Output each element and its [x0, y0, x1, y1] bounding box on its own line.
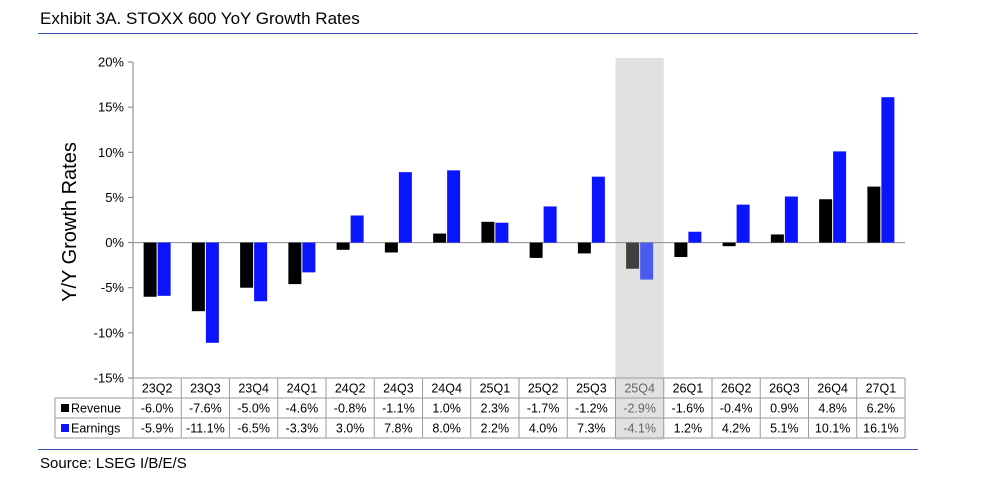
data-label-earnings: 4.2% [722, 422, 751, 436]
revenue-bar-24Q3 [384, 242, 398, 253]
x-tick-label: 23Q4 [238, 382, 269, 396]
data-label-earnings: 3.0% [336, 422, 365, 436]
data-label-revenue: -1.2% [575, 402, 608, 416]
revenue-bar-25Q4 [626, 242, 640, 269]
earnings-bar-26Q1 [688, 231, 702, 243]
data-label-earnings: -4.1% [623, 422, 656, 436]
earnings-bar-26Q4 [833, 151, 847, 243]
data-label-revenue: -1.7% [527, 402, 560, 416]
revenue-bar-23Q3 [191, 242, 205, 312]
revenue-bar-25Q3 [577, 242, 591, 254]
revenue-bar-26Q3 [770, 234, 784, 243]
data-label-earnings: 4.0% [529, 422, 558, 436]
data-label-earnings: 7.3% [577, 422, 606, 436]
x-tick-label: 25Q2 [528, 382, 559, 396]
data-label-revenue: 1.0% [432, 402, 461, 416]
y-tick-label: -5% [101, 280, 125, 295]
y-tick-label: -10% [94, 325, 125, 340]
earnings-bar-25Q2 [543, 206, 557, 243]
highlight-band [615, 58, 664, 440]
revenue-bar-24Q1 [288, 242, 302, 285]
data-label-revenue: -1.1% [382, 402, 415, 416]
data-label-revenue: 6.2% [867, 402, 896, 416]
earnings-bar-24Q3 [398, 172, 412, 243]
earnings-bar-23Q3 [205, 242, 219, 343]
legend-label-earnings: Earnings [71, 422, 120, 436]
data-label-earnings: 7.8% [384, 422, 413, 436]
data-label-earnings: 1.2% [674, 422, 703, 436]
data-label-revenue: -5.0% [237, 402, 270, 416]
x-tick-label: 23Q2 [142, 382, 173, 396]
earnings-bar-26Q3 [784, 196, 798, 243]
x-tick-label: 27Q1 [866, 382, 897, 396]
x-tick-label: 26Q2 [721, 382, 752, 396]
revenue-bar-24Q4 [433, 233, 447, 243]
revenue-bar-27Q1 [867, 186, 881, 243]
legend-swatch-revenue [61, 404, 69, 412]
earnings-bar-27Q1 [881, 97, 895, 243]
data-label-revenue: -0.4% [720, 402, 753, 416]
data-label-revenue: -1.6% [672, 402, 705, 416]
data-label-earnings: 8.0% [432, 422, 461, 436]
x-tick-label: 25Q1 [480, 382, 511, 396]
data-label-earnings: -6.5% [237, 422, 270, 436]
data-label-revenue: -7.6% [189, 402, 222, 416]
data-label-earnings: 10.1% [815, 422, 850, 436]
revenue-bar-26Q2 [722, 242, 736, 247]
revenue-bar-26Q4 [819, 199, 833, 243]
x-tick-label: 24Q2 [335, 382, 366, 396]
revenue-bar-25Q1 [481, 221, 495, 243]
earnings-bar-25Q3 [591, 176, 605, 243]
data-label-earnings: -5.9% [141, 422, 174, 436]
legend-swatch-earnings [61, 424, 69, 432]
earnings-bar-23Q4 [254, 242, 268, 302]
earnings-bar-24Q2 [350, 215, 364, 243]
y-tick-label: 5% [105, 190, 124, 205]
earnings-bar-24Q1 [302, 242, 316, 273]
revenue-bar-23Q4 [240, 242, 254, 288]
data-label-revenue: -6.0% [141, 402, 174, 416]
earnings-bar-24Q4 [447, 170, 461, 243]
x-tick-label: 25Q4 [624, 382, 655, 396]
x-tick-label: 26Q1 [673, 382, 704, 396]
revenue-bar-24Q2 [336, 242, 350, 250]
data-label-revenue: 0.9% [770, 402, 799, 416]
title-rule [38, 33, 918, 34]
y-tick-label: 15% [98, 100, 124, 115]
earnings-bar-25Q4 [640, 242, 654, 280]
data-label-revenue: -2.9% [623, 402, 656, 416]
data-label-earnings: -11.1% [186, 422, 225, 436]
y-tick-label: -15% [94, 371, 125, 386]
legend-label-revenue: Revenue [71, 402, 121, 416]
data-label-revenue: 4.8% [818, 402, 847, 416]
data-label-earnings: 16.1% [863, 422, 898, 436]
data-label-revenue: -4.6% [286, 402, 319, 416]
y-axis-label: Y/Y Growth Rates [59, 142, 81, 302]
revenue-bar-23Q2 [143, 242, 157, 297]
revenue-bar-25Q2 [529, 242, 543, 258]
data-label-earnings: 2.2% [481, 422, 510, 436]
data-label-revenue: 2.3% [481, 402, 510, 416]
x-tick-label: 26Q3 [769, 382, 800, 396]
x-tick-label: 23Q3 [190, 382, 221, 396]
revenue-bar-26Q1 [674, 242, 688, 258]
earnings-bar-25Q1 [495, 222, 509, 243]
x-tick-label: 26Q4 [817, 382, 848, 396]
earnings-bar-23Q2 [157, 242, 171, 296]
x-tick-label: 24Q1 [287, 382, 318, 396]
data-label-revenue: -0.8% [334, 402, 367, 416]
chart-title: Exhibit 3A. STOXX 600 YoY Growth Rates [40, 9, 360, 28]
data-label-earnings: -3.3% [286, 422, 319, 436]
source-rule [38, 449, 918, 450]
x-tick-label: 24Q4 [431, 382, 462, 396]
y-tick-label: 10% [98, 145, 124, 160]
y-tick-label: 0% [105, 235, 124, 250]
x-tick-label: 25Q3 [576, 382, 607, 396]
earnings-bar-26Q2 [736, 204, 750, 243]
x-tick-label: 24Q3 [383, 382, 414, 396]
data-label-earnings: 5.1% [770, 422, 799, 436]
y-tick-label: 20% [98, 55, 124, 70]
source-note: Source: LSEG I/B/E/S [40, 455, 187, 472]
